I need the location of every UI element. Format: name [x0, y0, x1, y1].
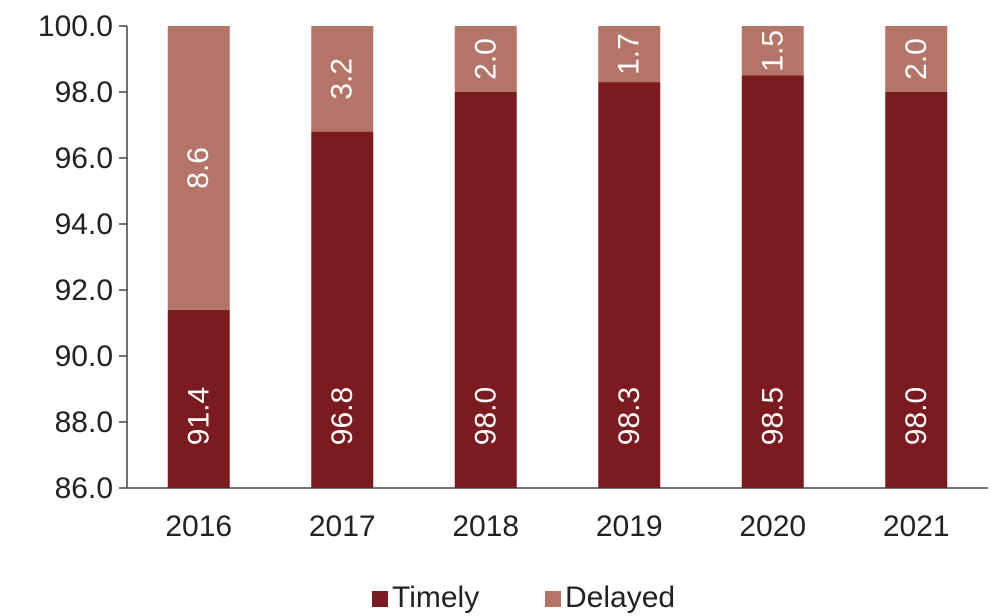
y-tick-label: 98.0	[55, 76, 113, 109]
data-label-timely-2018: 98.0	[469, 387, 502, 445]
bar-timely-2017	[311, 131, 374, 488]
bar-delayed-2020	[741, 26, 804, 76]
data-label-delayed-2019: 1.7	[613, 33, 646, 75]
bar-delayed-2021	[885, 26, 948, 92]
x-tick-label: 2017	[309, 510, 376, 543]
bars: 91.4 8.6 96.8 3.2 98.0 2.0 98.3 1.7 98.5 1.5 98.0 2…	[167, 26, 948, 488]
bar-timely-2018	[454, 92, 517, 488]
y-axis: 86.0 88.0 90.0 92.0 94.0 96.0 98.0 100.0	[38, 10, 128, 505]
bar-timely-2021	[885, 92, 948, 488]
bar-timely-2020	[741, 75, 804, 488]
bar-delayed-2016	[167, 26, 230, 310]
x-tick-label: 2019	[596, 510, 663, 543]
y-tick-label: 90.0	[55, 340, 113, 373]
x-axis: 2016 2017 2018 2019 2020 2021	[127, 487, 988, 543]
x-tick-label: 2020	[739, 510, 806, 543]
data-label-timely-2016: 91.4	[182, 387, 215, 445]
bar-delayed-2018	[454, 26, 517, 92]
legend: Timely Delayed	[372, 581, 675, 614]
data-label-delayed-2020: 1.5	[756, 30, 789, 72]
x-tick-label: 2016	[165, 510, 232, 543]
bar-delayed-2019	[598, 26, 661, 83]
legend-label-delayed: Delayed	[565, 581, 675, 614]
data-label-timely-2021: 98.0	[900, 387, 933, 445]
data-label-delayed-2017: 3.2	[326, 58, 359, 100]
bar-timely-2016	[167, 309, 230, 488]
y-tick-label: 94.0	[55, 208, 113, 241]
data-label-delayed-2016: 8.6	[182, 147, 215, 189]
bar-delayed-2017	[311, 26, 374, 132]
bar-timely-2019	[598, 82, 661, 488]
y-tick-label: 88.0	[55, 406, 113, 439]
y-tick-label: 96.0	[55, 142, 113, 175]
data-label-delayed-2021: 2.0	[900, 38, 933, 80]
data-label-timely-2017: 96.8	[326, 387, 359, 445]
legend-label-timely: Timely	[392, 581, 479, 614]
y-tick-label: 92.0	[55, 274, 113, 307]
legend-swatch-delayed	[545, 591, 561, 607]
data-label-timely-2020: 98.5	[756, 387, 789, 445]
x-tick-label: 2021	[883, 510, 950, 543]
y-tick-label: 100.0	[38, 10, 113, 43]
y-tick-label: 86.0	[55, 472, 113, 505]
data-label-timely-2019: 98.3	[613, 387, 646, 445]
data-label-delayed-2018: 2.0	[469, 38, 502, 80]
x-tick-label: 2018	[452, 510, 519, 543]
legend-swatch-timely	[372, 591, 388, 607]
